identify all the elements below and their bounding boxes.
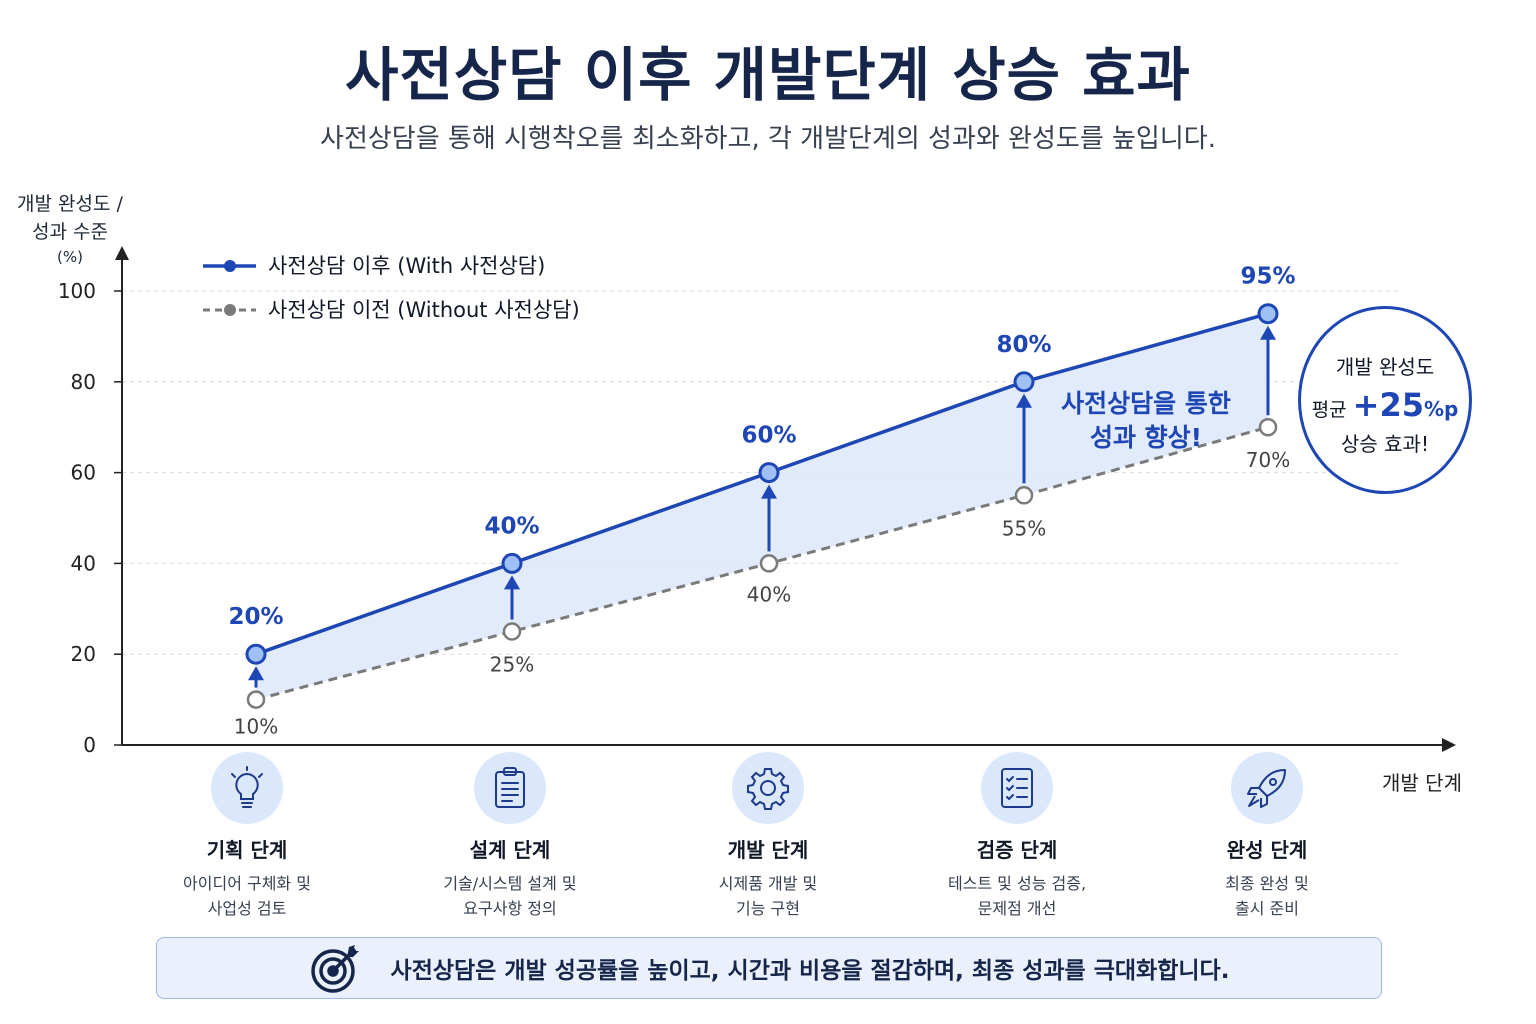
data-label-before: 40%	[747, 582, 791, 606]
point-after	[758, 462, 780, 484]
point-before	[1258, 417, 1278, 437]
improvement-arrow-head	[1260, 325, 1276, 340]
lightbulb-icon	[231, 766, 263, 808]
stage-description: 테스트 및 성능 검증, 문제점 개선	[907, 871, 1127, 921]
legend-label-before: 사전상담 이전 (Without 사전상담)	[268, 298, 580, 322]
stage-desc-line: 시제품 개발 및	[718, 874, 818, 893]
y-tick-label: 100	[58, 279, 96, 303]
point-before	[759, 554, 779, 573]
footer-banner: 사전상담은 개발 성공률을 높이고, 시간과 비용을 절감하며, 최종 성과를 …	[156, 937, 1382, 999]
footer-text: 사전상담은 개발 성공률을 높이고, 시간과 비용을 절감하며, 최종 성과를 …	[390, 958, 1230, 984]
y-tick-label: 0	[83, 733, 96, 757]
y-axis-title: 개발 완성도 / 성과 수준	[17, 193, 123, 243]
stage-desc-line: 아이디어 구체화 및	[183, 874, 311, 893]
data-label-after: 60%	[741, 423, 796, 449]
gear-icon	[747, 768, 789, 810]
stage-description: 아이디어 구체화 및 사업성 검토	[137, 871, 357, 921]
badge-line1: 개발 완성도	[1335, 355, 1435, 379]
stage-description: 기술/시스템 설계 및 요구사항 정의	[400, 871, 620, 921]
badge-value: +25	[1352, 386, 1424, 424]
point-before	[246, 690, 266, 709]
point-before	[502, 622, 522, 641]
point-after	[501, 552, 523, 574]
summary-badge: 개발 완성도 평균 +25%p 상승 효과!	[1298, 306, 1472, 494]
page-subtitle: 사전상담을 통해 시행착오를 최소화하고, 각 개발단계의 성과와 완성도를 높…	[320, 124, 1216, 154]
y-axis-unit: (%)	[57, 248, 83, 266]
improvement-arrow-head	[1016, 393, 1032, 408]
stage-desc-line: 출시 준비	[1235, 899, 1299, 918]
point-after	[245, 643, 267, 665]
data-label-after: 40%	[484, 513, 539, 539]
legend-label-after: 사전상담 이후 (With 사전상담)	[268, 254, 545, 278]
stage-desc-line: 요구사항 정의	[463, 899, 557, 918]
stage-name: 설계 단계	[469, 838, 551, 862]
y-tick-label: 20	[71, 642, 96, 666]
stage-icon-circle	[732, 752, 804, 824]
improvement-arrow-head	[504, 575, 520, 590]
stage-design: 설계 단계 기술/시스템 설계 및 요구사항 정의	[400, 752, 620, 921]
stage-desc-line: 테스트 및 성능 검증,	[947, 874, 1087, 893]
y-tick-label: 40	[71, 551, 96, 575]
stage-verification: 검증 단계 테스트 및 성능 검증, 문제점 개선	[907, 752, 1127, 921]
rocket-icon	[1247, 769, 1286, 808]
y-axis-arrow	[115, 246, 129, 260]
stage-description: 시제품 개발 및 기능 구현	[658, 871, 878, 921]
badge-prefix: 평균	[1311, 399, 1347, 421]
data-label-after: 80%	[996, 332, 1051, 358]
improvement-arrow-head	[761, 484, 777, 499]
data-label-before: 55%	[1002, 516, 1046, 540]
badge-line2: 평균 +25%p	[1301, 386, 1469, 424]
data-label-after: 95%	[1240, 264, 1295, 290]
point-after	[1257, 303, 1279, 325]
stage-desc-line: 문제점 개선	[977, 899, 1057, 918]
x-axis-label: 개발 단계	[1382, 771, 1462, 795]
page-title: 사전상담 이후 개발단계 상승 효과	[345, 41, 1191, 109]
target-icon	[310, 945, 359, 993]
data-label-before: 25%	[490, 653, 534, 677]
stage-name: 완성 단계	[1226, 838, 1308, 862]
clipboard-icon	[495, 767, 525, 808]
stage-desc-line: 사업성 검토	[207, 899, 287, 918]
stage-development: 개발 단계 시제품 개발 및 기능 구현	[658, 752, 878, 921]
stage-icon-circle	[474, 752, 546, 824]
checklist-icon	[1001, 768, 1033, 808]
badge-line3: 상승 효과!	[1341, 432, 1429, 456]
badge-unit: %p	[1424, 397, 1459, 421]
improvement-area	[256, 313, 1268, 700]
stage-icon-circle	[1231, 752, 1303, 824]
stage-name: 개발 단계	[727, 838, 809, 862]
stage-name: 기획 단계	[206, 838, 288, 862]
data-label-after: 20%	[228, 604, 283, 630]
stage-name: 검증 단계	[976, 838, 1058, 862]
point-before	[1014, 486, 1034, 505]
point-after	[1013, 371, 1035, 393]
stage-icon-circle	[981, 752, 1053, 824]
annotation-line1: 사전상담을 통한	[1061, 389, 1231, 418]
annotation-line2: 성과 향상!	[1090, 423, 1202, 452]
y-tick-label: 80	[71, 370, 96, 394]
stage-desc-line: 기술/시스템 설계 및	[443, 874, 577, 893]
stage-completion: 완성 단계 최종 완성 및 출시 준비	[1157, 752, 1377, 921]
legend-marker-before	[224, 304, 236, 316]
stage-desc-line: 최종 완성 및	[1225, 874, 1309, 893]
data-label-before: 10%	[234, 715, 278, 739]
stage-icon-circle	[211, 752, 283, 824]
x-axis-arrow	[1442, 738, 1456, 752]
legend-marker-after	[224, 260, 236, 272]
stage-desc-line: 기능 구현	[736, 899, 800, 918]
y-tick-label: 60	[71, 461, 96, 485]
stage-description: 최종 완성 및 출시 준비	[1157, 871, 1377, 921]
improvement-arrow-head	[248, 666, 264, 681]
data-label-before: 70%	[1246, 448, 1290, 472]
y-axis-label: 개발 완성도 / 성과 수준 (%)	[8, 190, 132, 268]
stage-planning: 기획 단계 아이디어 구체화 및 사업성 검토	[137, 752, 357, 921]
